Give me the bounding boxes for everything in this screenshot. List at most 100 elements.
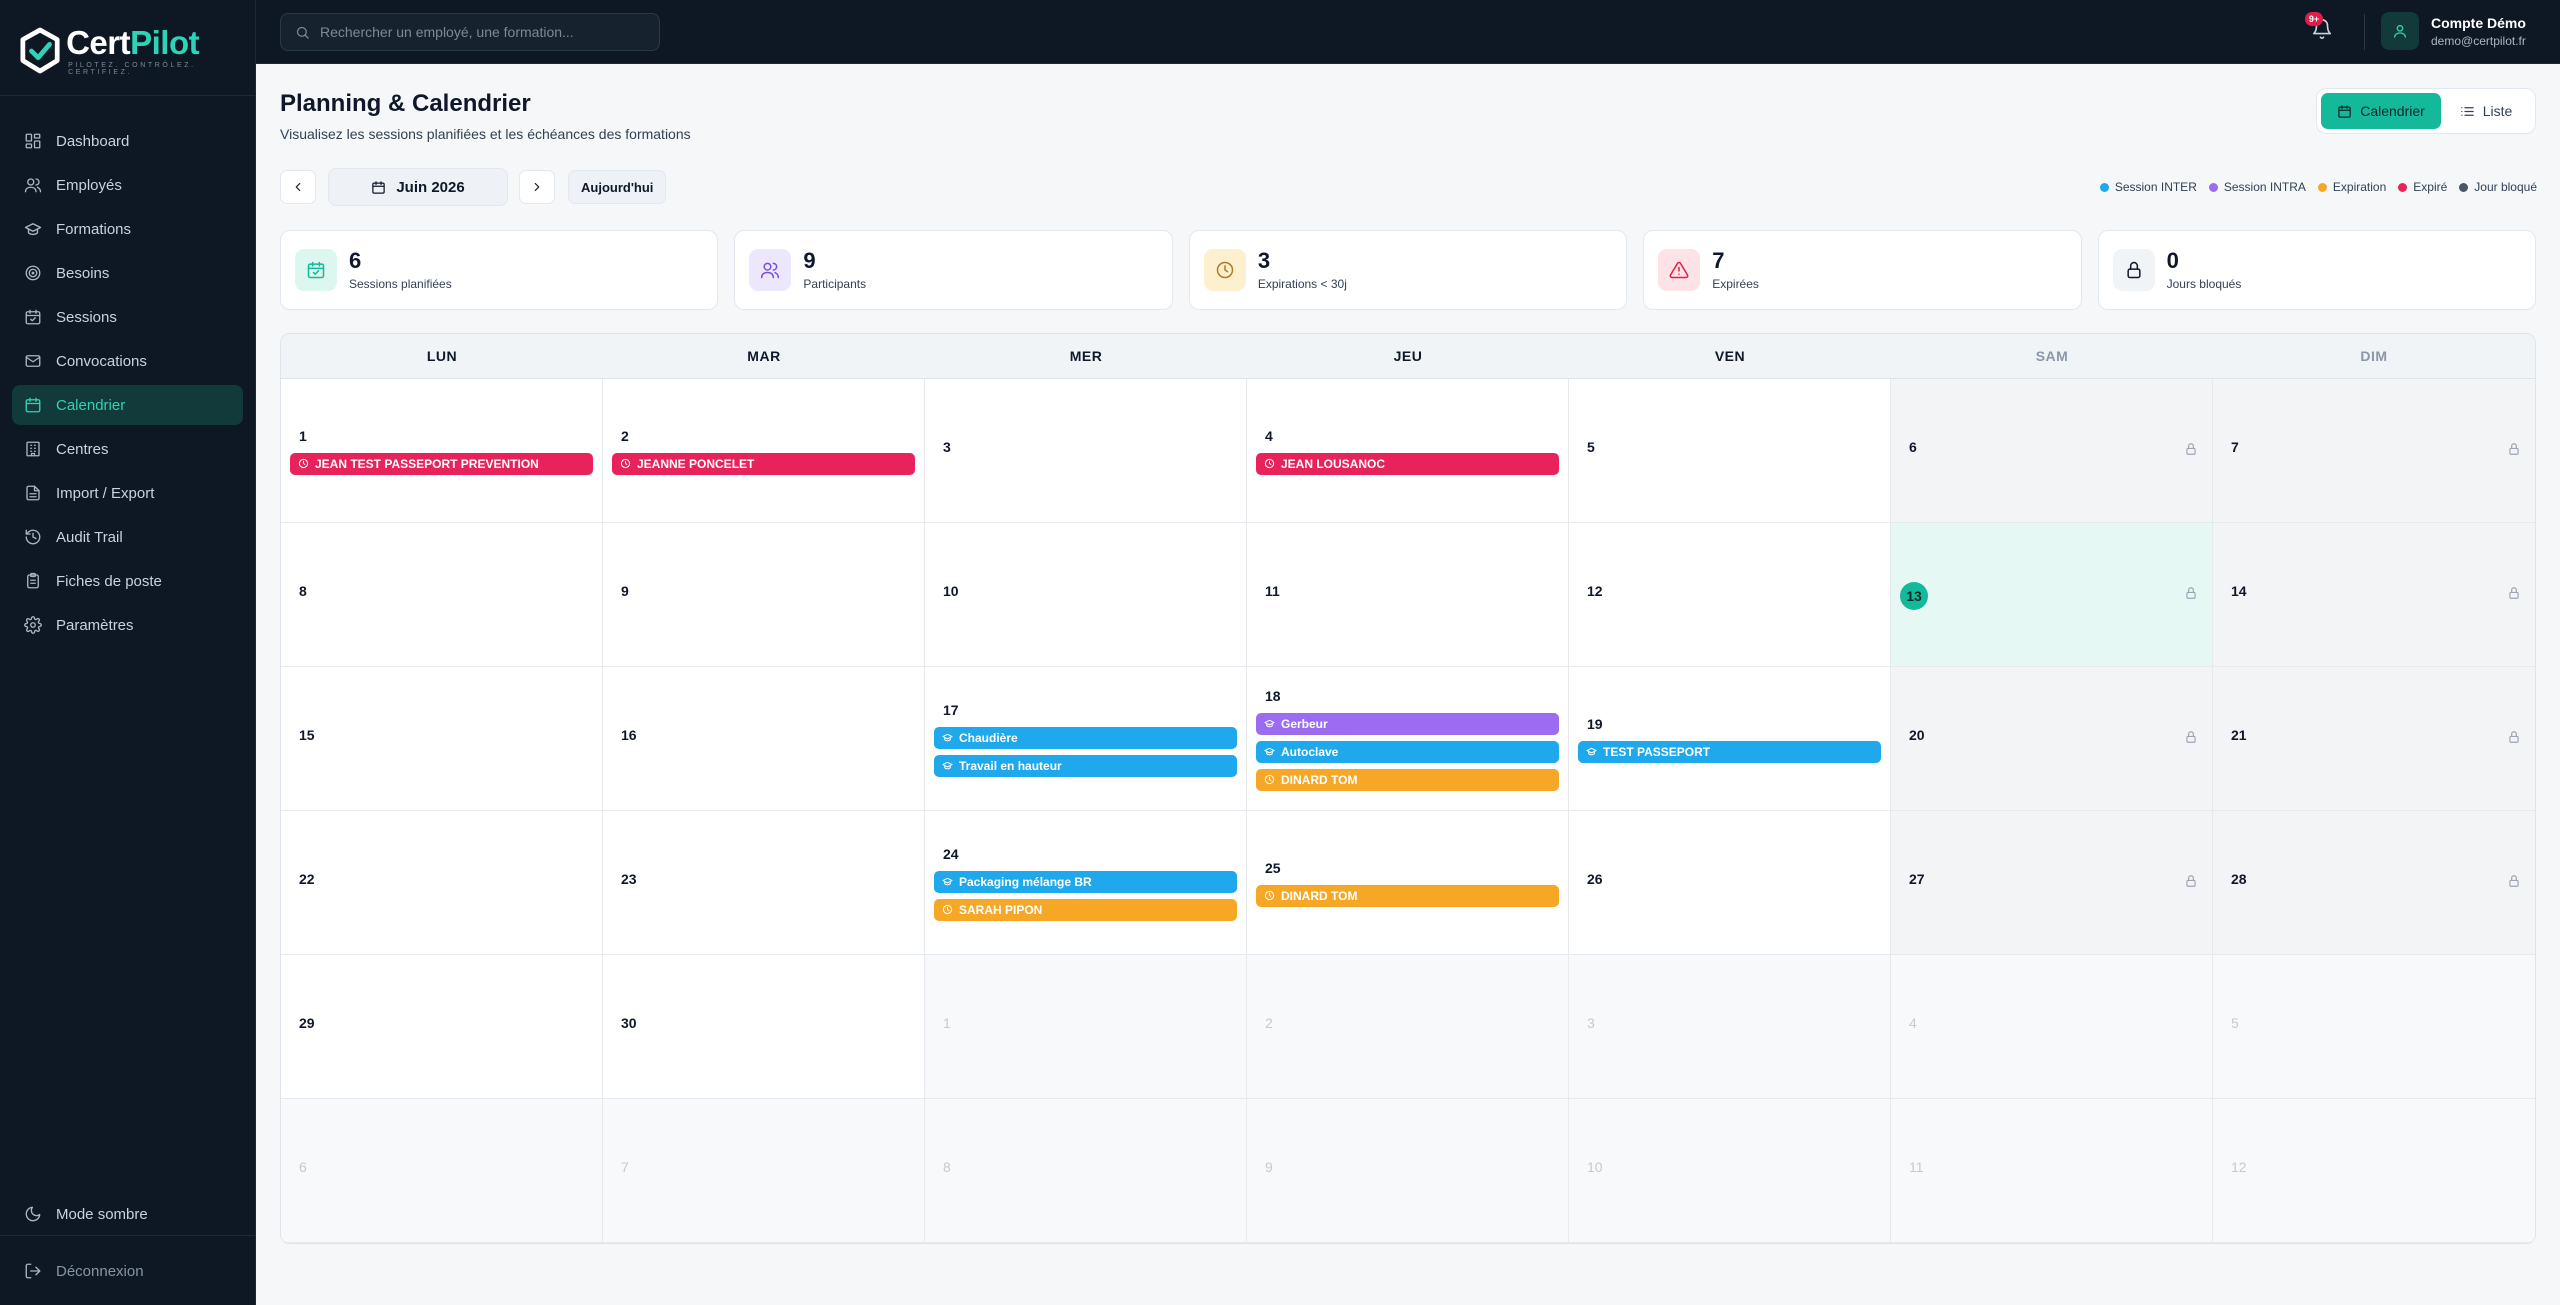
calendar-event-inter[interactable]: Packaging mélange BR bbox=[934, 870, 1237, 893]
sidebar-item-label: Employés bbox=[56, 176, 122, 194]
day-number: 5 bbox=[2231, 1014, 2239, 1031]
sidebar-item-formations[interactable]: Formations bbox=[12, 209, 243, 249]
calendar-day-cell[interactable]: 9 bbox=[1247, 1099, 1569, 1243]
lock-day-button[interactable] bbox=[2184, 442, 2198, 456]
calendar-day-cell[interactable]: 10 bbox=[1569, 1099, 1891, 1243]
calendar-day-cell[interactable]: 15 bbox=[281, 667, 603, 811]
calendar-day-cell[interactable]: 30 bbox=[603, 955, 925, 1099]
month-picker[interactable]: Juin 2026 bbox=[328, 168, 508, 206]
today-button[interactable]: Aujourd'hui bbox=[568, 170, 667, 204]
calendar-day-cell[interactable]: 21 bbox=[2213, 667, 2535, 811]
sidebar-item-label: Sessions bbox=[56, 308, 117, 326]
calendar-day-cell[interactable]: 17 Chaudière Travail en hauteur bbox=[925, 667, 1247, 811]
calendar-day-cell[interactable]: 6 bbox=[1891, 379, 2213, 523]
lock-day-button[interactable] bbox=[2507, 874, 2521, 888]
view-list-button[interactable]: Liste bbox=[2441, 93, 2531, 129]
shield-check-logo-icon bbox=[20, 27, 60, 74]
calendar-day-cell[interactable]: 12 bbox=[2213, 1099, 2535, 1243]
calendar-day-cell[interactable]: 4 bbox=[1891, 955, 2213, 1099]
lock-day-button[interactable] bbox=[2507, 730, 2521, 744]
calendar-day-cell[interactable]: 2 bbox=[1247, 955, 1569, 1099]
stat-label: Participants bbox=[803, 277, 867, 291]
account-menu[interactable]: Compte Démo demo@certpilot.fr bbox=[2381, 12, 2526, 50]
calendar-day-cell[interactable]: 11 bbox=[1247, 523, 1569, 667]
calendar-day-cell[interactable]: 1 JEAN TEST PASSEPORT PREVENTION bbox=[281, 379, 603, 523]
page-subtitle: Visualisez les sessions planifiées et le… bbox=[280, 126, 691, 142]
lock-day-button[interactable] bbox=[2507, 442, 2521, 456]
calendar-day-cell[interactable]: 4 JEAN LOUSANOC bbox=[1247, 379, 1569, 523]
calendar-day-cell[interactable]: 28 bbox=[2213, 811, 2535, 955]
calendar-event-inter[interactable]: TEST PASSEPORT bbox=[1578, 740, 1881, 763]
calendar-day-cell[interactable]: 16 bbox=[603, 667, 925, 811]
lock-day-button[interactable] bbox=[2184, 586, 2198, 600]
calendar-day-cell[interactable]: 25 DINARD TOM bbox=[1247, 811, 1569, 955]
notifications-button[interactable]: 9+ bbox=[2305, 12, 2339, 46]
calendar-day-cell[interactable]: 19 TEST PASSEPORT bbox=[1569, 667, 1891, 811]
calendar-day-cell[interactable]: 5 bbox=[1569, 379, 1891, 523]
calendar-event-expiration[interactable]: SARAH PIPON bbox=[934, 898, 1237, 921]
calendar-event-expiration[interactable]: DINARD TOM bbox=[1256, 768, 1559, 791]
legend-label: Session INTER bbox=[2114, 180, 2197, 194]
calendar-day-cell[interactable]: 11 bbox=[1891, 1099, 2213, 1243]
calendar-day-cell[interactable]: 9 bbox=[603, 523, 925, 667]
sidebar-item-sessions[interactable]: Sessions bbox=[12, 297, 243, 337]
lock-day-button[interactable] bbox=[2507, 586, 2521, 600]
calendar-day-cell[interactable]: 24 Packaging mélange BR SARAH PIPON bbox=[925, 811, 1247, 955]
sidebar-item-fiches-de-poste[interactable]: Fiches de poste bbox=[12, 561, 243, 601]
calendar-day-cell[interactable]: 3 bbox=[1569, 955, 1891, 1099]
sidebar-item-calendrier[interactable]: Calendrier bbox=[12, 385, 243, 425]
calendar-day-cell[interactable]: 2 JEANNE PONCELET bbox=[603, 379, 925, 523]
search-input[interactable] bbox=[320, 24, 640, 40]
dark-mode-toggle[interactable]: Mode sombre bbox=[24, 1205, 148, 1223]
calendar-day-cell[interactable]: 18 Gerbeur Autoclave DINARD TOM bbox=[1247, 667, 1569, 811]
sidebar-item-convocations[interactable]: Convocations bbox=[12, 341, 243, 381]
sidebar-item-paramètres[interactable]: Paramètres bbox=[12, 605, 243, 645]
calendar-day-cell[interactable]: 6 bbox=[281, 1099, 603, 1243]
logo[interactable]: CertPilot PILOTEZ. CONTRÔLEZ. CERTIFIEZ. bbox=[20, 26, 255, 76]
calendar-event-expired[interactable]: JEAN LOUSANOC bbox=[1256, 452, 1559, 475]
sidebar-item-besoins[interactable]: Besoins bbox=[12, 253, 243, 293]
legend-item: Expiration bbox=[2317, 180, 2386, 194]
sidebar-item-import-export[interactable]: Import / Export bbox=[12, 473, 243, 513]
calendar-day-cell[interactable]: 5 bbox=[2213, 955, 2535, 1099]
calendar-day-cell[interactable]: 27 bbox=[1891, 811, 2213, 955]
view-calendar-button[interactable]: Calendrier bbox=[2321, 93, 2441, 129]
calendar-day-cell[interactable]: 29 bbox=[281, 955, 603, 1099]
sidebar-item-employés[interactable]: Employés bbox=[12, 165, 243, 205]
calendar-event-inter[interactable]: Chaudière bbox=[934, 726, 1237, 749]
sidebar-item-audit-trail[interactable]: Audit Trail bbox=[12, 517, 243, 557]
legend-label: Session INTRA bbox=[2223, 180, 2306, 194]
search-box[interactable] bbox=[280, 13, 660, 51]
calendar-event-intra[interactable]: Gerbeur bbox=[1256, 712, 1559, 735]
calendar-day-cell[interactable]: 3 bbox=[925, 379, 1247, 523]
calendar-day-cell[interactable]: 14 bbox=[2213, 523, 2535, 667]
lock-day-button[interactable] bbox=[2184, 730, 2198, 744]
calendar-event-expired[interactable]: JEANNE PONCELET bbox=[612, 452, 915, 475]
dark-mode-label: Mode sombre bbox=[56, 1205, 148, 1223]
calendar-event-expired[interactable]: JEAN TEST PASSEPORT PREVENTION bbox=[290, 452, 593, 475]
sidebar-item-centres[interactable]: Centres bbox=[12, 429, 243, 469]
calendar-day-cell[interactable]: 20 bbox=[1891, 667, 2213, 811]
calendar-day-cell[interactable]: 22 bbox=[281, 811, 603, 955]
calendar-day-cell[interactable]: 8 bbox=[281, 523, 603, 667]
calendar-day-cell[interactable]: 12 bbox=[1569, 523, 1891, 667]
lock-day-button[interactable] bbox=[2184, 874, 2198, 888]
calendar-day-cell[interactable]: 26 bbox=[1569, 811, 1891, 955]
prev-month-button[interactable] bbox=[280, 170, 316, 204]
day-number: 6 bbox=[299, 1158, 307, 1175]
calendar-day-cell[interactable]: 10 bbox=[925, 523, 1247, 667]
calendar-day-cell[interactable]: 23 bbox=[603, 811, 925, 955]
next-month-button[interactable] bbox=[519, 170, 555, 204]
calendar-day-cell[interactable]: 7 bbox=[2213, 379, 2535, 523]
calendar-day-cell[interactable]: 7 bbox=[603, 1099, 925, 1243]
sidebar-item-dashboard[interactable]: Dashboard bbox=[12, 121, 243, 161]
logout-button[interactable]: Déconnexion bbox=[24, 1262, 144, 1280]
day-number: 10 bbox=[943, 582, 959, 599]
stat-icon-wrap bbox=[1658, 249, 1701, 291]
calendar-day-cell[interactable]: 8 bbox=[925, 1099, 1247, 1243]
calendar-day-cell[interactable]: 13 bbox=[1891, 523, 2213, 667]
calendar-event-expiration[interactable]: DINARD TOM bbox=[1256, 884, 1559, 907]
calendar-day-cell[interactable]: 1 bbox=[925, 955, 1247, 1099]
calendar-event-inter[interactable]: Autoclave bbox=[1256, 740, 1559, 763]
calendar-event-inter[interactable]: Travail en hauteur bbox=[934, 754, 1237, 777]
